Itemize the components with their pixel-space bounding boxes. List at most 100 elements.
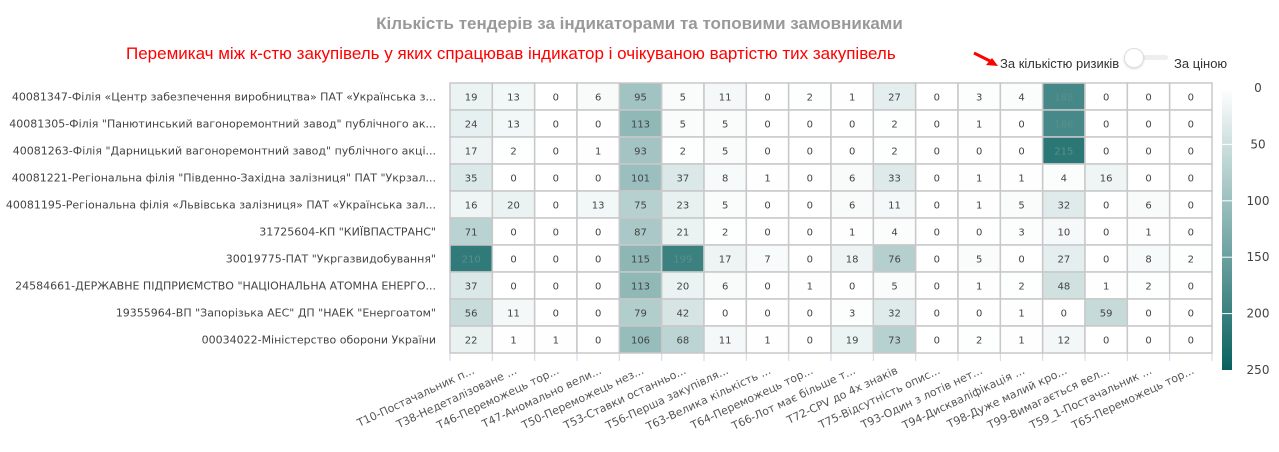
cell-value-label: 0 — [807, 120, 813, 131]
cell-value-label: 0 — [1188, 174, 1194, 185]
cell-value-label: 2 — [510, 147, 516, 158]
cell-value-label: 0 — [764, 228, 770, 239]
heatmap-cell — [703, 244, 748, 273]
heatmap-cell — [1041, 271, 1086, 300]
cell-value-label: 0 — [807, 255, 813, 266]
cell-value-label: 32 — [1057, 201, 1070, 212]
heatmap-cell — [533, 217, 578, 246]
cell-value-label: 1 — [976, 201, 982, 212]
cell-value-label: 1 — [849, 93, 855, 104]
cell-value-label: 19 — [465, 93, 478, 104]
cell-value-label: 3 — [976, 93, 982, 104]
heatmap-cell — [787, 244, 832, 273]
cell-value-label: 42 — [676, 309, 689, 320]
heatmap-cell — [491, 298, 536, 327]
cell-value-label: 0 — [934, 174, 940, 185]
heatmap-cell — [533, 325, 578, 354]
heatmap-cell — [533, 109, 578, 138]
heatmap-cell — [787, 109, 832, 138]
heatmap-cell — [830, 190, 875, 219]
heatmap-cell — [618, 271, 663, 300]
cell-value-label: 0 — [764, 120, 770, 131]
cell-value-label: 2 — [1018, 282, 1024, 293]
cell-value-label: 7 — [764, 255, 770, 266]
heatmap-cell — [703, 325, 748, 354]
heatmap-cell — [1168, 325, 1213, 354]
cell-value-label: 17 — [719, 255, 732, 266]
cell-value-label: 6 — [849, 174, 855, 185]
heatmap-cell — [787, 298, 832, 327]
cell-value-label: 71 — [465, 228, 478, 239]
toggle-label-price[interactable]: За ціною — [1174, 56, 1228, 71]
cell-value-label: 68 — [676, 336, 689, 347]
y-axis-label: 24584661-ДЕРЖАВНЕ ПІДПРИЄМСТВО "НАЦІОНАЛ… — [15, 280, 436, 293]
cell-value-label: 11 — [719, 93, 732, 104]
cell-value-label: 0 — [553, 228, 559, 239]
heatmap-cell — [787, 136, 832, 165]
cell-value-label: 20 — [676, 282, 689, 293]
cell-value-label: 0 — [1188, 201, 1194, 212]
heatmap-cell — [449, 298, 494, 327]
heatmap-cell — [1084, 325, 1129, 354]
heatmap-cell — [830, 163, 875, 192]
cell-value-label: 0 — [595, 309, 601, 320]
heatmap-cell — [618, 325, 663, 354]
cell-value-label: 6 — [1145, 201, 1151, 212]
colorbar-tick-label: 100 — [1247, 194, 1270, 208]
cell-value-label: 0 — [595, 282, 601, 293]
cell-value-label: 0 — [1145, 174, 1151, 185]
cell-value-label: 0 — [553, 282, 559, 293]
cell-value-label: 113 — [631, 120, 650, 131]
heatmap-cell — [957, 163, 1002, 192]
heatmap-cell — [491, 163, 536, 192]
cell-value-label: 0 — [553, 147, 559, 158]
cell-value-label: 0 — [1103, 93, 1109, 104]
count-price-toggle[interactable] — [1124, 48, 1170, 68]
cell-value-label: 76 — [888, 255, 901, 266]
cell-value-label: 2 — [1188, 255, 1194, 266]
chart-title: Кількість тендерів за індикаторами та то… — [376, 14, 903, 33]
cell-value-label: 1 — [807, 282, 813, 293]
cell-value-label: 0 — [722, 309, 728, 320]
cell-value-label: 0 — [1188, 336, 1194, 347]
heatmap-cell — [491, 271, 536, 300]
heatmap-cell — [830, 325, 875, 354]
toggle-knob[interactable] — [1124, 48, 1144, 68]
heatmap-cell — [491, 82, 536, 111]
heatmap-cell — [914, 163, 959, 192]
cell-value-label: 2 — [976, 336, 982, 347]
colorbar-tick-label: 0 — [1254, 81, 1262, 95]
cell-value-label: 0 — [1145, 93, 1151, 104]
cell-value-label: 6 — [849, 201, 855, 212]
heatmap-cell — [1126, 325, 1171, 354]
cell-value-label: 5 — [722, 120, 728, 131]
cell-value-label: 0 — [934, 255, 940, 266]
toggle-label-count[interactable]: За кількістю ризиків — [1000, 56, 1120, 71]
cell-value-label: 0 — [807, 336, 813, 347]
cell-value-label: 0 — [595, 228, 601, 239]
cell-value-label: 0 — [553, 255, 559, 266]
cell-value-label: 13 — [592, 201, 605, 212]
cell-value-label: 1 — [764, 336, 770, 347]
y-axis-label: 19355964-ВП "Запорізька АЕС" ДП "НАЕК "Е… — [116, 307, 436, 320]
cell-value-label: 101 — [631, 174, 650, 185]
heatmap-cell — [1041, 244, 1086, 273]
cell-value-label: 5 — [680, 120, 686, 131]
heatmap-cell — [872, 325, 917, 354]
cell-value-label: 0 — [1145, 309, 1151, 320]
heatmap-cell — [787, 325, 832, 354]
cell-value-label: 17 — [465, 147, 478, 158]
cell-value-label: 10 — [1057, 228, 1070, 239]
cell-value-label: 0 — [764, 282, 770, 293]
cell-value-label: 11 — [719, 336, 732, 347]
cell-value-label: 113 — [631, 282, 650, 293]
cell-value-label: 0 — [1145, 147, 1151, 158]
cell-value-label: 0 — [764, 93, 770, 104]
heatmap-cell — [1168, 109, 1213, 138]
heatmap-cell — [660, 325, 705, 354]
y-axis-label: 31725604-КП "КИЇВПАСТРАНС" — [259, 226, 436, 239]
heatmap-cell — [872, 82, 917, 111]
cell-value-label: 0 — [849, 147, 855, 158]
cell-value-label: 199 — [673, 255, 692, 266]
cell-value-label: 0 — [510, 228, 516, 239]
